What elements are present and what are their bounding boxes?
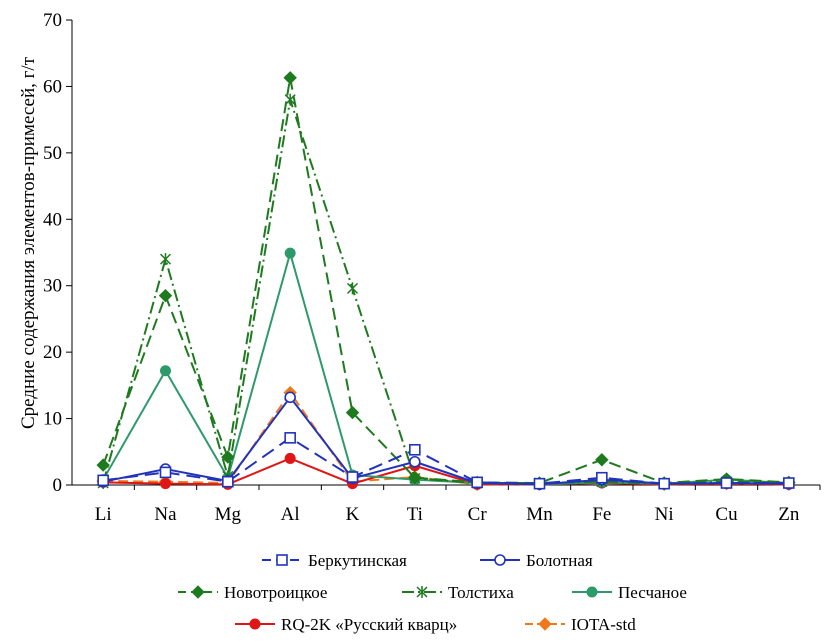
x-tick-label: Na xyxy=(154,504,177,525)
data-point xyxy=(283,71,297,85)
legend-entry: RQ-2K «Русский кварц» xyxy=(235,615,457,634)
legend-marker xyxy=(249,618,261,630)
data-point xyxy=(346,282,359,295)
y-ticks: 0 10 20 30 40 50 60 70 xyxy=(43,10,72,496)
data-point xyxy=(158,288,173,303)
legend-label: RQ-2K «Русский кварц» xyxy=(281,615,457,634)
data-point xyxy=(408,470,422,485)
legend-entry: Песчаное xyxy=(572,583,687,602)
data-point xyxy=(658,477,670,490)
y-tick-label: 60 xyxy=(43,76,62,97)
y-tick-label: 10 xyxy=(43,409,62,430)
data-point xyxy=(409,455,421,468)
legend-entry: IOTA-std xyxy=(525,615,636,634)
legend-marker xyxy=(416,586,428,598)
data-point xyxy=(159,253,172,266)
series-line xyxy=(102,98,789,485)
legend-label: Болотная xyxy=(526,551,593,570)
data-point xyxy=(720,477,733,489)
data-point xyxy=(221,450,235,464)
y-tick-label: 70 xyxy=(43,10,62,31)
x-tick-label: Al xyxy=(281,504,300,525)
data-point xyxy=(284,452,296,464)
series-line xyxy=(103,436,789,485)
legend-entry: Болотная xyxy=(480,551,593,570)
legend-label: Толстиха xyxy=(448,583,514,602)
series xyxy=(96,71,796,490)
data-point xyxy=(345,405,360,420)
data-point xyxy=(159,466,172,479)
series-group xyxy=(96,71,796,492)
legend: Беркутинская Болотная Новотроицкое Толстиха… xyxy=(178,551,687,634)
data-point xyxy=(596,471,608,484)
data-point xyxy=(284,391,296,404)
legend-marker xyxy=(191,585,205,599)
legend-entry: Новотроицкое xyxy=(178,583,327,602)
x-tick-label: Zn xyxy=(778,504,800,525)
data-point xyxy=(284,247,296,259)
x-tick-label: Ni xyxy=(655,504,674,525)
data-point xyxy=(346,471,359,483)
data-point xyxy=(471,476,483,489)
x-tick-label: Cu xyxy=(715,504,738,525)
x-ticks: Li Na Mg Al K Ti Cr Mn Fe Ni Cu Zn xyxy=(95,485,821,525)
x-tick-label: Li xyxy=(95,504,112,525)
legend-marker xyxy=(494,554,506,566)
y-tick-label: 0 xyxy=(53,475,63,496)
series xyxy=(97,432,795,490)
data-point xyxy=(97,474,109,487)
legend-marker xyxy=(276,554,288,566)
y-tick-label: 40 xyxy=(43,209,62,230)
legend-label: Песчаное xyxy=(618,583,687,602)
x-tick-label: Ti xyxy=(407,504,423,525)
x-tick-label: K xyxy=(346,504,360,525)
data-point xyxy=(284,432,296,444)
legend-marker xyxy=(538,617,552,631)
series-line xyxy=(102,76,789,485)
x-tick-label: Mg xyxy=(215,504,242,525)
x-tick-label: Mn xyxy=(526,504,553,525)
data-point xyxy=(783,477,795,489)
y-tick-label: 30 xyxy=(43,276,62,297)
x-tick-label: Cr xyxy=(468,504,488,525)
y-axis-label: Средние содержания элементов-примесей, г… xyxy=(18,56,39,429)
series xyxy=(97,93,795,490)
legend-entry: Беркутинская xyxy=(262,551,407,570)
data-point xyxy=(160,478,171,490)
y-tick-label: 50 xyxy=(43,143,62,164)
data-point xyxy=(595,453,609,467)
data-point xyxy=(533,477,546,490)
data-point xyxy=(222,475,234,488)
data-point xyxy=(160,365,171,377)
legend-label: IOTA-std xyxy=(571,615,636,634)
series xyxy=(97,247,795,490)
x-tick-label: Fe xyxy=(592,504,611,525)
data-point xyxy=(409,443,421,456)
data-point xyxy=(96,458,110,472)
legend-entry: Толстиха xyxy=(402,583,514,602)
legend-label: Новотроицкое xyxy=(224,583,327,602)
series-line xyxy=(102,252,789,486)
legend-marker xyxy=(586,586,598,598)
y-tick-label: 20 xyxy=(43,342,62,363)
legend-label: Беркутинская xyxy=(308,551,407,570)
